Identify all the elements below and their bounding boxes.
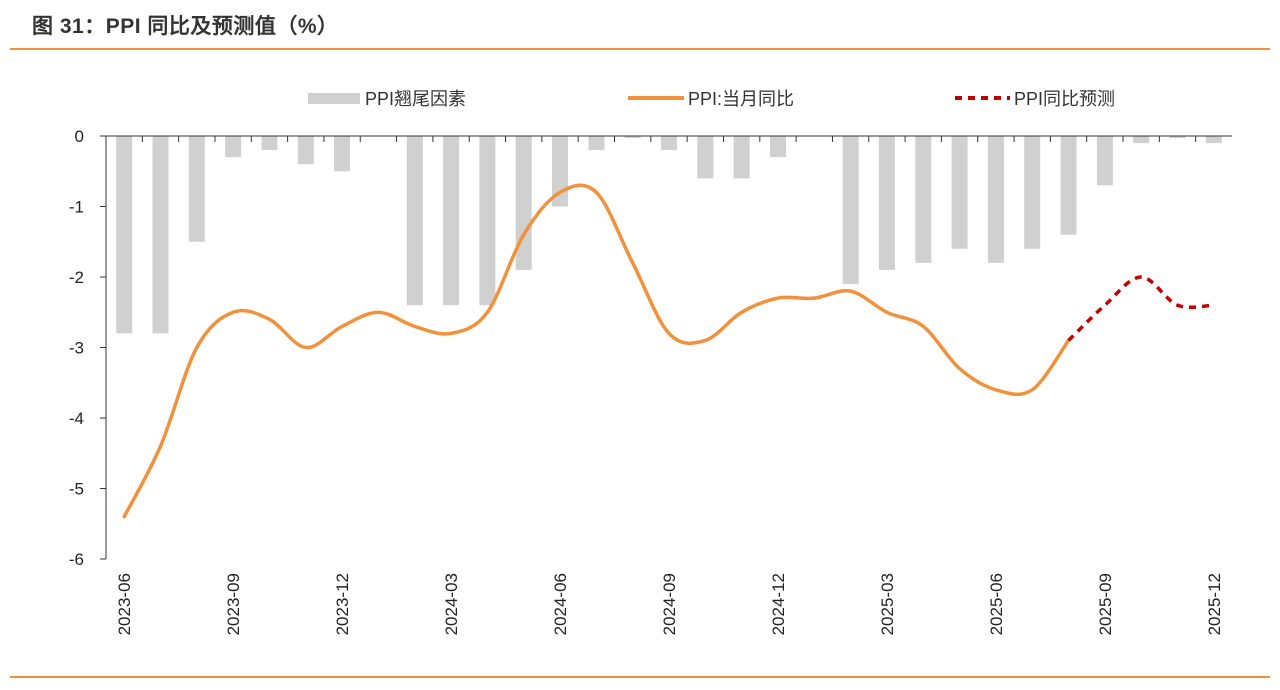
bar-2025-09 [1096, 136, 1113, 186]
line-series [122, 183, 1214, 519]
bar-2023-07 [152, 136, 169, 334]
chart-title: 图 31：PPI 同比及预测值（%） [32, 15, 339, 38]
bar-2025-04 [915, 136, 932, 263]
bar-2024-07 [588, 136, 605, 151]
x-tick-label: 2024-06 [551, 573, 570, 635]
legend-label-line: PPI:当月同比 [688, 89, 794, 109]
bar-2023-06 [116, 136, 133, 334]
x-tick-label: 2024-09 [660, 573, 679, 635]
x-tick-label: 2025-06 [987, 573, 1006, 635]
bar-2024-09 [661, 136, 677, 151]
legend-label-forecast: PPI同比预测 [1014, 89, 1115, 109]
x-tick-label: 2023-06 [115, 573, 134, 635]
top-divider [10, 48, 1270, 50]
bar-2023-09 [225, 136, 242, 158]
bar-2024-10 [697, 136, 714, 179]
ppi-forecast-line [1067, 275, 1214, 342]
legend-label-bar: PPI翘尾因素 [365, 89, 466, 109]
x-tick-label: 2023-12 [333, 573, 352, 635]
x-tick-label: 2025-03 [878, 573, 897, 635]
bottom-divider [10, 676, 1270, 678]
x-tick-label: 2024-12 [769, 573, 788, 635]
bar-2023-10 [261, 136, 278, 151]
y-tick-label: -5 [69, 480, 84, 499]
y-tick-label: -3 [69, 339, 84, 358]
y-tick-label: -1 [69, 198, 84, 217]
bar-2024-08 [624, 136, 641, 139]
bar-2024-04 [479, 136, 496, 306]
bar-2025-11 [1169, 136, 1186, 139]
bar-2025-06 [987, 136, 1004, 263]
bar-2024-12 [770, 136, 786, 158]
bar-2024-11 [733, 136, 750, 179]
y-tick-label: -4 [69, 409, 84, 428]
bar-2025-12 [1205, 136, 1222, 144]
legend-swatch-bar [308, 93, 360, 104]
legend: PPI翘尾因素 PPI:当月同比 PPI同比预测 [308, 89, 1115, 109]
y-tick-label: -2 [69, 268, 84, 287]
y-tick-label: 0 [75, 127, 84, 146]
x-tick-label: 2023-09 [224, 573, 243, 635]
bar-2025-08 [1060, 136, 1077, 235]
bar-2025-03 [878, 136, 895, 270]
bar-2025-07 [1024, 136, 1041, 249]
x-tick-label: 2025-09 [1096, 573, 1115, 635]
bar-2024-02 [406, 136, 423, 306]
bar-2025-10 [1133, 136, 1150, 144]
y-tick-label: -6 [69, 550, 84, 569]
bar-2023-11 [297, 136, 314, 165]
bar-series [116, 136, 1222, 334]
x-tick-label: 2024-03 [442, 573, 461, 635]
ppi-yoy-line [122, 183, 1071, 519]
axes: 0 -1 -2 -3 -4 -5 -6 2023-06 2023-09 2023-12 2024-0… [69, 127, 1232, 635]
bar-2023-08 [188, 136, 205, 242]
x-tick-label: 2025-12 [1205, 573, 1224, 635]
bar-2024-05 [515, 136, 532, 270]
bar-2024-03 [443, 136, 460, 306]
bar-2025-05 [951, 136, 968, 249]
bar-2025-02 [842, 136, 859, 285]
bar-2023-12 [334, 136, 351, 172]
